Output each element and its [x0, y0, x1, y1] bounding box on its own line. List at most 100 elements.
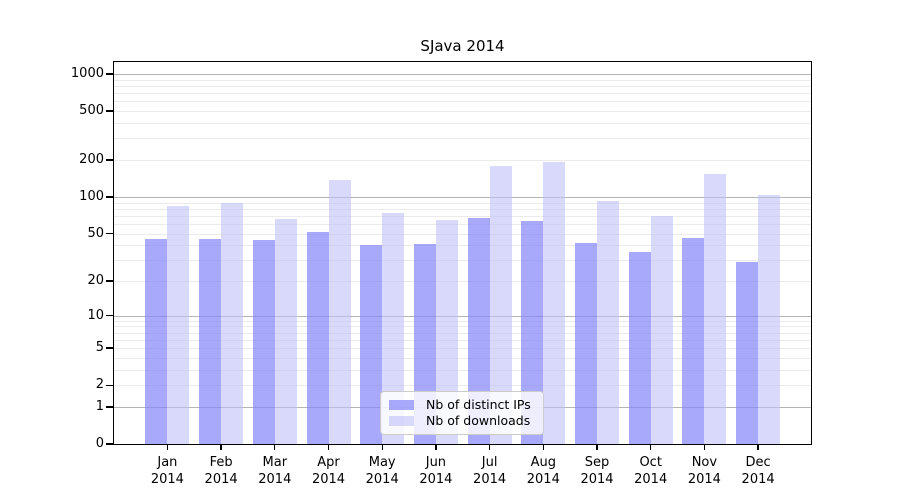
bar-distinct-ips	[521, 221, 544, 444]
y-tick-mark	[106, 73, 113, 75]
minor-gridline	[114, 320, 811, 322]
bar-downloads	[704, 173, 727, 444]
bar-distinct-ips	[628, 252, 651, 444]
bar-downloads	[650, 215, 673, 444]
x-tick-label: Mar 2014	[258, 455, 292, 487]
y-tick-mark	[106, 443, 113, 445]
minor-gridline	[114, 93, 811, 95]
y-tick-mark	[106, 159, 113, 161]
bar-downloads	[597, 200, 619, 444]
y-tick-label: 1	[95, 398, 104, 414]
bar-distinct-ips	[360, 245, 383, 444]
y-tick-label: 10	[87, 307, 104, 323]
x-tick-mark	[488, 444, 491, 450]
y-tick-label: 1000	[70, 66, 104, 81]
bar-downloads	[382, 212, 405, 444]
minor-gridline	[114, 111, 811, 113]
legend-swatch-1	[389, 416, 414, 426]
minor-gridline	[114, 385, 811, 387]
major-gridline	[114, 315, 811, 317]
bar-downloads	[274, 218, 297, 444]
minor-gridline	[114, 260, 811, 262]
minor-gridline	[114, 245, 811, 247]
minor-gridline	[114, 79, 811, 81]
x-tick-mark	[435, 444, 437, 450]
major-gridline	[114, 196, 811, 198]
minor-gridline	[114, 348, 811, 350]
y-tick-mark	[106, 196, 113, 198]
minor-gridline	[114, 101, 811, 103]
y-tick-label: 50	[87, 225, 104, 241]
x-tick-label: Jun 2014	[419, 455, 453, 487]
y-tick-label: 5	[95, 340, 104, 356]
minor-gridline	[114, 233, 811, 235]
y-tick-mark	[106, 280, 113, 282]
bar-distinct-ips	[145, 239, 168, 444]
chart-title: SJava 2014	[420, 37, 505, 55]
y-tick-mark	[106, 347, 113, 349]
minor-gridline	[114, 123, 811, 124]
bar-downloads	[167, 205, 190, 444]
y-tick-label: 2	[95, 377, 104, 393]
minor-gridline	[114, 215, 811, 217]
y-tick-mark	[106, 406, 113, 408]
x-tick-mark	[327, 444, 330, 450]
bar-distinct-ips	[467, 218, 490, 444]
minor-gridline	[114, 339, 811, 341]
bar-distinct-ips	[682, 237, 705, 444]
legend-entry-downloads: Nb of downloads	[389, 413, 535, 429]
y-tick-label: 0	[95, 436, 104, 451]
bar-distinct-ips	[575, 242, 597, 444]
bar-distinct-ips	[252, 240, 275, 444]
x-tick-mark	[650, 444, 652, 450]
minor-gridline	[114, 369, 811, 371]
plot-area: 0 1 2 5 10 20 50 100 200 500 1000 Jan 2014 Feb 2014 M…	[71, 61, 812, 487]
x-tick-label: Nov 2014	[687, 455, 721, 487]
bar-downloads	[328, 179, 351, 444]
x-tick-label: Jan 2014	[150, 455, 184, 487]
x-tick-label: Feb 2014	[204, 455, 238, 487]
minor-gridline	[114, 332, 811, 334]
x-tick-label: May 2014	[365, 455, 399, 487]
x-tick-label: Aug 2014	[526, 455, 560, 487]
minor-gridline	[114, 326, 811, 328]
minor-gridline	[114, 281, 811, 282]
bar-downloads	[758, 195, 781, 444]
legend: Nb of distinct IPs Nb of downloads	[380, 391, 544, 435]
legend-swatch-0	[389, 400, 414, 410]
y-tick-mark	[106, 232, 113, 235]
bar-downloads	[489, 165, 512, 444]
major-gridline	[114, 74, 811, 75]
bar-distinct-ips	[736, 261, 759, 444]
y-tick-mark	[106, 314, 113, 317]
x-tick-mark	[166, 444, 169, 450]
minor-gridline	[114, 208, 811, 210]
x-tick-label: Sep 2014	[580, 455, 614, 487]
bar-distinct-ips	[199, 239, 222, 444]
x-tick-label: Jul 2014	[473, 455, 507, 487]
bar-downloads	[221, 202, 244, 444]
minor-gridline	[114, 357, 811, 359]
x-tick-label: Dec 2014	[741, 455, 775, 487]
x-tick-mark	[757, 444, 759, 450]
minor-gridline	[114, 223, 811, 225]
legend-label-1: Nb of downloads	[426, 413, 531, 428]
minor-gridline	[114, 202, 811, 204]
x-tick-mark	[274, 444, 276, 450]
minor-gridline	[114, 138, 811, 140]
x-tick-mark	[542, 444, 544, 450]
x-tick-label: Oct 2014	[634, 455, 668, 487]
legend-entry-distinct-ips: Nb of distinct IPs	[389, 397, 535, 413]
legend-label-0: Nb of distinct IPs	[426, 397, 531, 412]
x-tick-mark	[381, 444, 383, 450]
y-tick-label: 500	[79, 103, 104, 119]
y-tick-mark	[106, 110, 113, 112]
bar-downloads	[435, 219, 458, 444]
minor-gridline	[114, 160, 811, 161]
y-tick-label: 100	[79, 188, 104, 204]
y-tick-mark	[106, 384, 113, 386]
x-tick-mark	[220, 444, 222, 450]
bar-downloads	[543, 161, 566, 444]
x-tick-mark	[703, 444, 706, 450]
